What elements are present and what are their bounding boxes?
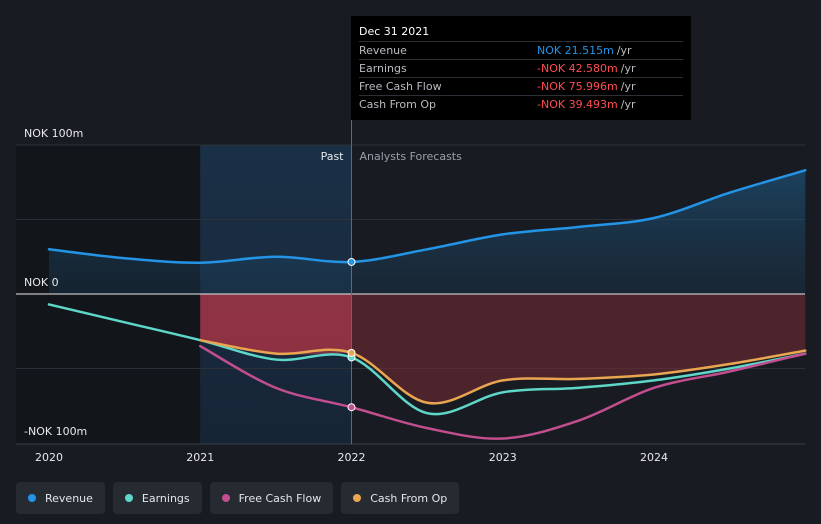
earnings-line [47,303,807,416]
y-tick-label: NOK 0 [24,276,59,289]
x-tick-label: 2023 [489,451,517,464]
tooltip-label: Earnings [359,62,407,75]
tooltip-label: Revenue [359,44,407,57]
free-cash-flow-marker [347,403,356,412]
revenue-area [49,170,806,294]
legend-label: Free Cash Flow [238,491,322,505]
tooltip: Dec 31 2021 Revenue NOK 21.515m /yr Earn… [351,16,691,120]
tooltip-label: Cash From Op [359,98,437,111]
legend-item-revenue[interactable]: Revenue [16,482,105,514]
legend-item-free-cash-flow[interactable]: Free Cash Flow [209,482,334,514]
tooltip-row-revenue: Revenue NOK 21.515m /yr [359,41,683,59]
tooltip-unit: /yr [620,98,636,111]
past-label: Past [321,150,345,163]
legend: Revenue Earnings Free Cash Flow Cash Fro… [16,482,460,514]
legend-item-earnings[interactable]: Earnings [112,482,202,514]
x-tick-label: 2024 [640,451,668,464]
forecast-label: Analysts Forecasts [360,150,463,163]
tooltip-row-free-cash-flow: Free Cash Flow -NOK 75.996m /yr [359,77,683,95]
tooltip-unit: /yr [616,44,632,57]
legend-label: Earnings [141,491,190,505]
revenue-line [47,169,807,264]
x-tick-label: 2020 [35,451,63,464]
markers [347,257,356,412]
cash-from-op-line [199,338,807,405]
tooltip-label: Free Cash Flow [359,80,442,93]
earnings-dot-icon [124,494,133,502]
tooltip-unit: /yr [620,80,636,93]
series-lines [47,169,807,440]
tooltip-row-earnings: Earnings -NOK 42.580m /yr [359,59,683,77]
revenue-dot-icon [28,494,36,502]
free-cash-flow-line [199,344,807,440]
x-tick-label: 2022 [338,451,366,464]
cash-from-op-dot-icon [353,494,362,502]
tooltip-unit: /yr [620,62,636,75]
x-axis-labels: 2020 2021 2022 2023 2024 [35,451,668,464]
legend-label: Cash From Op [370,491,448,505]
legend-label: Revenue [45,491,93,505]
cash-from-op-marker [347,348,356,357]
x-tick-label: 2021 [186,451,214,464]
y-axis-labels: NOK 100m NOK 0 -NOK 100m [24,127,87,438]
tooltip-value: -NOK 75.996m [537,80,618,93]
tooltip-value: NOK 21.515m [537,44,614,57]
legend-item-cash-from-op[interactable]: Cash From Op [341,482,460,514]
y-tick-label: NOK 100m [24,127,83,140]
tooltip-row-cash-from-op: Cash From Op -NOK 39.493m /yr [359,95,683,113]
tooltip-value: -NOK 39.493m [537,98,618,111]
y-tick-label: -NOK 100m [24,425,87,438]
tooltip-value: -NOK 42.580m [537,62,618,75]
free-cash-flow-dot-icon [221,494,230,502]
negative-area-past-highlight [200,294,352,355]
tooltip-date: Dec 31 2021 [359,25,430,38]
revenue-marker [347,257,356,266]
